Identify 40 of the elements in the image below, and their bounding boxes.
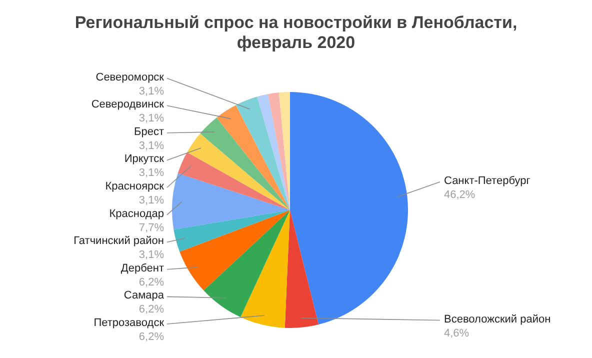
pie-slice [200, 118, 290, 210]
pie-slice [174, 210, 290, 252]
slice-label: Брест [134, 126, 164, 138]
pie-slice [204, 210, 290, 318]
data-label: 3,1% [138, 249, 164, 262]
slice-label: Всеволожский район [444, 313, 551, 326]
slice-label: Петрозаводск [94, 317, 164, 329]
pie-slice [172, 173, 290, 230]
pie-slice [178, 152, 290, 210]
data-label: 6,2% [138, 331, 164, 343]
pie-slice [236, 96, 290, 210]
slice-label: Североморск [96, 71, 164, 84]
slice-label: Санкт-Петербург [444, 174, 530, 187]
data-label: 6,2% [138, 276, 164, 288]
pie-slice [216, 105, 290, 210]
slice-label: Красноярск [105, 180, 164, 192]
data-label: 3,1% [138, 140, 164, 152]
data-label: 3,1% [138, 194, 164, 206]
data-label: 7,7% [138, 222, 164, 234]
pie-slice [187, 133, 290, 210]
slice-label: Краснодар [109, 208, 164, 220]
data-label: 3,1% [138, 85, 164, 98]
slice-label: Иркутск [124, 153, 164, 166]
data-label: 3,1% [138, 167, 164, 180]
chart-title: Региональный спрос на новостройки в Ленобласти, февраль 2020 [74, 13, 518, 52]
pie-slice [257, 94, 290, 210]
pie-slice [278, 92, 290, 210]
slice-label: Северодвинск [91, 98, 164, 111]
data-label: 46,2% [444, 188, 476, 201]
pie-slice [240, 210, 290, 328]
slice-label: Гатчинский район [74, 235, 164, 248]
slice-label: Самара [124, 290, 165, 302]
data-label: 3,1% [138, 112, 164, 125]
slice-label: Дербент [120, 262, 164, 274]
data-label: 4,6% [444, 327, 470, 340]
pie-slice [268, 92, 290, 210]
pie-slice [284, 210, 319, 328]
pie-slice [290, 92, 408, 324]
pie-slice [180, 210, 290, 290]
data-label: 6,2% [138, 304, 164, 316]
